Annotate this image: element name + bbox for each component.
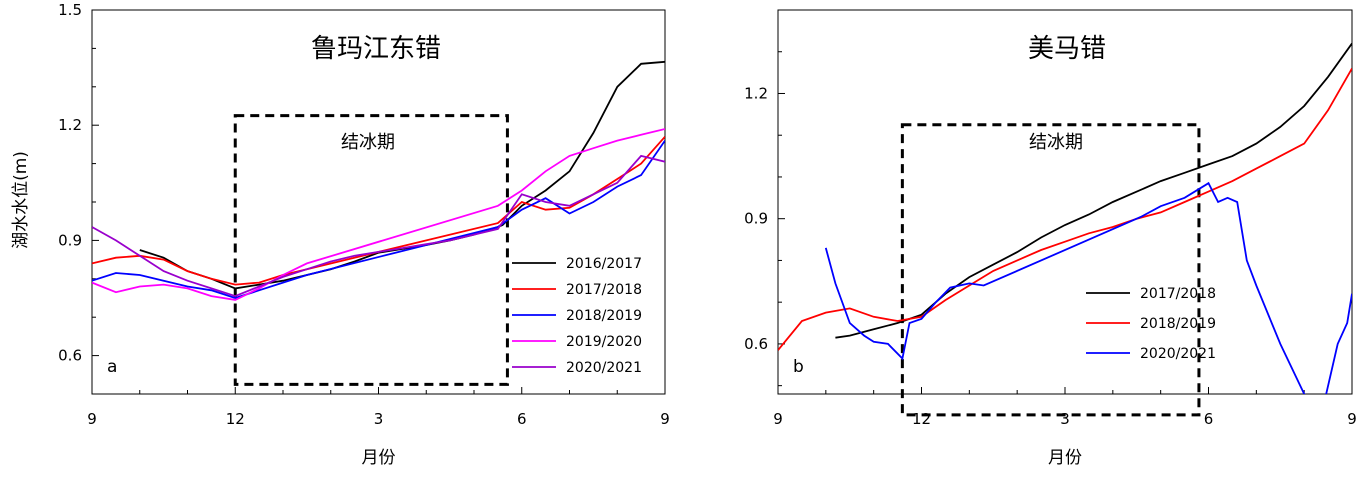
x-tick-label: 3 [1060, 410, 1070, 428]
series-line-2016-2017 [139, 60, 665, 290]
x-tick-label: 12 [226, 410, 245, 428]
y-tick-label: 0.9 [58, 231, 82, 249]
freeze-period-box [900, 123, 1201, 417]
legend-label: 2017/2018 [1140, 286, 1216, 302]
legend-label: 2019/2020 [566, 334, 642, 350]
legend-label: 2017/2018 [566, 282, 642, 298]
legend-label: 2016/2017 [566, 256, 642, 272]
series-line-2019-2020 [92, 128, 665, 301]
y-tick-label: 0.6 [744, 335, 768, 353]
series-line-2020-2021 [92, 154, 665, 298]
series-line-2018-2019 [92, 140, 665, 299]
x-tick-label: 9 [773, 410, 783, 428]
series-line-2018-2019 [778, 67, 1352, 351]
x-axis-label: 月份 [362, 448, 396, 468]
legend-label: 2020/2021 [566, 360, 642, 376]
panel-letter: a [107, 357, 117, 377]
x-axis-label: 月份 [1048, 448, 1082, 468]
panel-letter: b [793, 357, 804, 377]
y-tick-label: 1.2 [744, 84, 768, 102]
freeze-period-box [233, 114, 509, 386]
x-tick-label: 9 [660, 410, 670, 428]
x-tick-label: 9 [87, 410, 97, 428]
y-tick-label: 0.6 [58, 347, 82, 365]
x-tick-label: 3 [374, 410, 384, 428]
y-tick-label: 1.5 [58, 1, 82, 19]
x-tick-label: 12 [912, 410, 931, 428]
freeze-annotation: 结冰期 [341, 132, 395, 153]
y-tick-label: 0.9 [744, 210, 768, 228]
chart-title: 美马错 [1028, 34, 1106, 64]
series-line-2020-2021 [824, 181, 1352, 394]
legend-label: 2018/2019 [1140, 316, 1216, 332]
legend-label: 2020/2021 [1140, 346, 1216, 362]
x-tick-label: 9 [1347, 410, 1357, 428]
freeze-annotation: 结冰期 [1029, 132, 1083, 153]
legend-label: 2018/2019 [566, 308, 642, 324]
x-tick-label: 6 [1204, 410, 1214, 428]
chart-title: 鲁玛江东错 [311, 34, 441, 64]
y-tick-label: 1.2 [58, 116, 82, 134]
y-axis-label: 湖水水位(m) [11, 151, 31, 249]
x-tick-label: 6 [517, 410, 527, 428]
